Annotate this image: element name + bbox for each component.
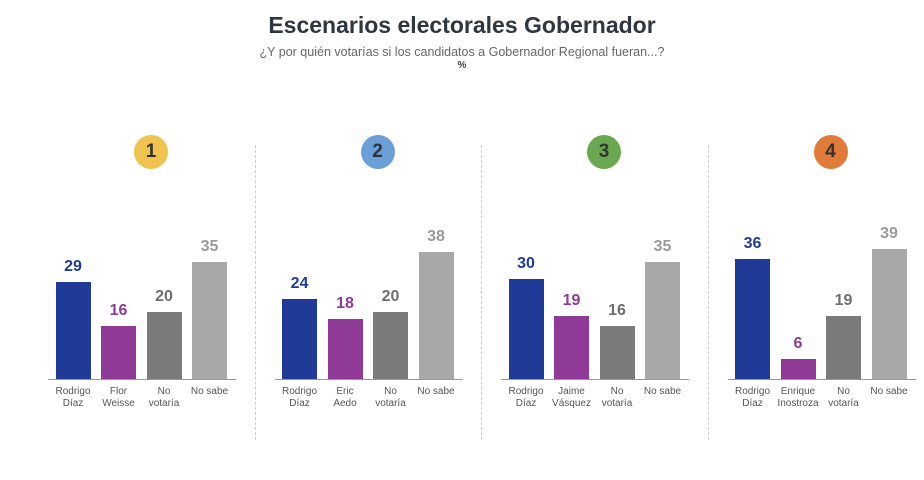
unit: %	[457, 60, 467, 71]
category-label: Flor Weisse	[102, 386, 135, 409]
value-label: 16	[109, 301, 128, 319]
value-label: 16	[608, 301, 626, 319]
scenario-badge: 3	[587, 135, 621, 169]
baseline	[727, 379, 916, 380]
value-label: 24	[290, 275, 309, 292]
baseline	[501, 379, 689, 380]
category-label: Rodrigo Díaz	[281, 386, 318, 409]
bar	[282, 299, 317, 379]
value-label: 35	[200, 238, 219, 256]
bar	[55, 282, 91, 379]
bar	[418, 252, 454, 379]
separator	[707, 145, 709, 440]
title: Escenarios electorales Gobernador	[268, 12, 656, 38]
value-label: 18	[336, 295, 354, 312]
value-label: 29	[64, 258, 82, 276]
category-label: Eric Aedo	[333, 386, 357, 409]
value-label: 38	[427, 228, 445, 246]
category-label: No sabe	[643, 386, 682, 397]
bar	[327, 319, 363, 379]
category-label: Rodrigo Díaz	[734, 386, 771, 409]
category-label: No sabe	[190, 386, 229, 397]
scenario-badge: 1	[134, 135, 168, 169]
bar	[780, 359, 816, 379]
baseline	[48, 379, 236, 380]
category-label: No votaría	[375, 386, 406, 409]
category-label: No votaría	[828, 386, 859, 409]
bar	[599, 325, 635, 379]
scenario-badge: 4	[813, 135, 848, 169]
category-label: Jaime Vásquez	[552, 386, 591, 409]
bar	[645, 262, 680, 379]
value-label: 35	[653, 238, 672, 256]
separator	[481, 145, 482, 440]
category-label: Rodrigo Díaz	[55, 386, 91, 409]
category-label: No sabe	[417, 386, 455, 397]
bar	[101, 325, 136, 379]
separator	[254, 145, 256, 440]
bar	[508, 279, 544, 379]
value-label: 19	[834, 291, 853, 309]
scenario-badge: 2	[360, 135, 395, 169]
category-label: Enrique Inostroza	[777, 386, 819, 409]
bar	[146, 312, 182, 379]
value-label: 20	[155, 288, 173, 306]
bar	[373, 312, 408, 379]
bar	[826, 315, 861, 379]
bar	[735, 259, 770, 379]
value-label: 30	[517, 255, 535, 272]
baseline	[274, 379, 463, 380]
category-label: No votaría	[148, 386, 180, 409]
value-label: 19	[562, 291, 581, 309]
value-label: 39	[880, 225, 898, 242]
subtitle: ¿Y por quién votarías si los candidatos …	[259, 45, 665, 59]
category-label: No votaría	[601, 386, 633, 409]
value-label: 20	[381, 288, 400, 306]
bar	[871, 249, 907, 379]
category-label: Rodrigo Díaz	[508, 386, 544, 409]
bar	[554, 315, 589, 379]
bar	[192, 262, 227, 379]
value-label: 36	[743, 235, 762, 252]
value-label: 6	[793, 335, 803, 352]
category-label: No sabe	[870, 386, 908, 397]
